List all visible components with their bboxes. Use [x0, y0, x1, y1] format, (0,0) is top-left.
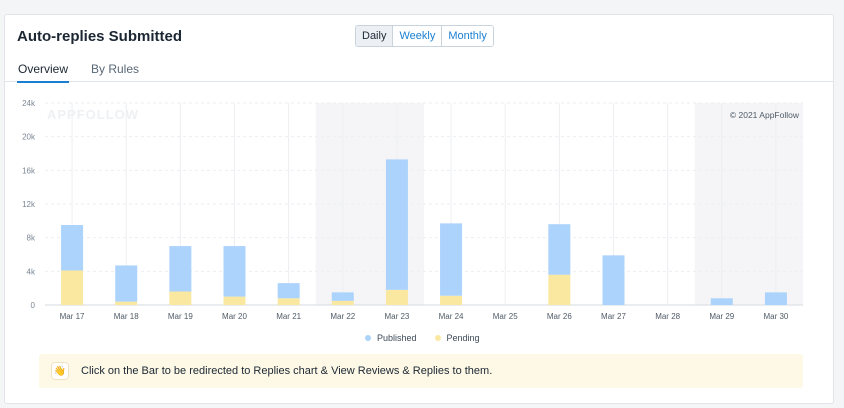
y-tick-label: 24k [22, 99, 36, 108]
bar-published[interactable] [169, 246, 192, 292]
period-monthly-button[interactable]: Monthly [441, 26, 493, 46]
chart-legend: Published Pending [365, 333, 480, 343]
x-tick-label: Mar 19 [168, 312, 193, 321]
x-tick-label: Mar 18 [114, 312, 139, 321]
legend-published-label: Published [377, 333, 417, 343]
auto-replies-chart: 0 4k 8k 12k 16k 20k 24k APPFOLLOW © 2021 AppFoll… [22, 99, 803, 321]
x-tick-label: Mar 28 [655, 312, 680, 321]
bar-published[interactable] [440, 223, 463, 296]
bar-published[interactable] [385, 159, 408, 290]
tab-bar: Overview By Rules [5, 59, 833, 83]
info-banner: 👋 Click on the Bar to be redirected to R… [39, 354, 803, 388]
card-title: Auto-replies Submitted [17, 28, 183, 45]
period-daily-button[interactable]: Daily [356, 26, 393, 46]
bar-published[interactable] [331, 292, 354, 301]
tab-overview[interactable]: Overview [17, 62, 70, 83]
x-tick-label: Mar 22 [330, 312, 355, 321]
bar-published[interactable] [61, 225, 84, 271]
bar-pending[interactable] [169, 291, 192, 305]
bar-pending[interactable] [440, 295, 463, 305]
bar-published[interactable] [764, 292, 787, 305]
bar-pending[interactable] [385, 289, 408, 305]
bar-published[interactable] [710, 298, 733, 305]
y-tick-label: 8k [27, 234, 36, 243]
x-tick-label: Mar 26 [547, 312, 572, 321]
legend-pending-label: Pending [446, 333, 480, 343]
legend-published-swatch [365, 335, 371, 341]
tab-by-rules[interactable]: By Rules [91, 62, 140, 76]
period-toggle: Daily Weekly Monthly [355, 25, 494, 47]
copyright-text: © 2021 AppFollow [730, 110, 800, 120]
bar-pending[interactable] [61, 270, 84, 305]
x-tick-label: Mar 17 [60, 312, 85, 321]
x-tick-label: Mar 23 [384, 312, 409, 321]
banner-text: Click on the Bar to be redirected to Rep… [81, 365, 493, 377]
x-tick-label: Mar 30 [763, 312, 788, 321]
x-tick-label: Mar 27 [601, 312, 626, 321]
bar-published[interactable] [602, 255, 625, 305]
period-weekly-button[interactable]: Weekly [392, 26, 442, 46]
legend-published[interactable]: Published [365, 333, 417, 343]
y-tick-label: 16k [22, 166, 36, 175]
bar-pending[interactable] [277, 298, 300, 305]
x-tick-label: Mar 21 [276, 312, 301, 321]
bar-pending[interactable] [548, 274, 571, 305]
y-tick-label: 12k [22, 200, 36, 209]
legend-pending-swatch [434, 335, 441, 341]
bar-published[interactable] [223, 246, 246, 297]
x-tick-label: Mar 20 [222, 312, 247, 321]
bar-pending[interactable] [223, 296, 246, 305]
auto-replies-card: Auto-replies Submitted Daily Weekly Mont… [4, 14, 834, 404]
y-tick-label: 0 [31, 301, 36, 310]
bar-published[interactable] [277, 283, 300, 299]
bar-published[interactable] [548, 224, 571, 275]
legend-pending[interactable]: Pending [434, 333, 480, 343]
x-tick-label: Mar 25 [493, 312, 518, 321]
y-tick-label: 20k [22, 133, 36, 142]
watermark-text: APPFOLLOW [47, 107, 139, 122]
x-tick-label: Mar 29 [709, 312, 734, 321]
bar-published[interactable] [115, 265, 138, 302]
bar-pending[interactable] [331, 300, 354, 305]
x-tick-label: Mar 24 [439, 312, 464, 321]
waving-hand-icon: 👋 [51, 362, 69, 380]
bar-pending[interactable] [115, 301, 138, 305]
y-tick-label: 4k [27, 267, 36, 276]
